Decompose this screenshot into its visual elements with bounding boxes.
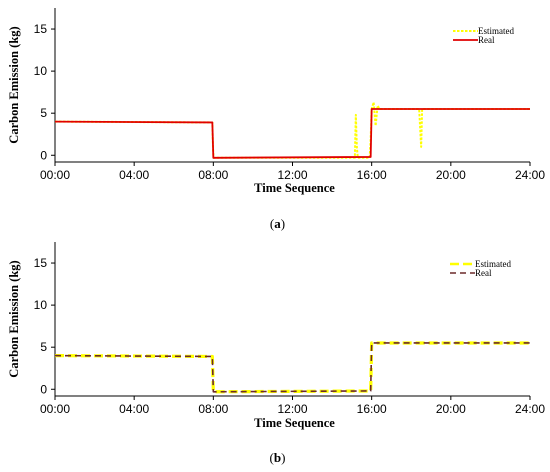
x-axis-title: Time Sequence (254, 416, 335, 430)
series-line-real (54, 342, 530, 393)
x-tick-label: 12:00 (277, 168, 307, 182)
legend-label-real: Real (478, 35, 495, 45)
y-tick-label: 5 (40, 340, 47, 354)
legend-label-estimated: Estimated (478, 26, 514, 36)
x-tick-label: 12:00 (277, 402, 307, 416)
x-tick-label: 24:00 (515, 402, 545, 416)
y-axis-title: Carbon Emission (kg) (7, 26, 21, 143)
x-tick-label: 04:00 (119, 168, 149, 182)
y-axis-title: Carbon Emission (kg) (7, 260, 21, 377)
x-tick-label: 16:00 (357, 168, 387, 182)
chart-panel-a: 00:00 04:00 08:00 12:00 16:00 20:00 24:00 0 5 10 1… (7, 8, 545, 231)
chart-panel-b: 00:00 04:00 08:00 12:00 16:00 20:00 24:00 0 5 10 1… (7, 242, 545, 465)
y-tick-label: 0 (40, 382, 47, 396)
series-line-estimated (54, 101, 530, 159)
y-tick-label: 15 (34, 256, 48, 270)
x-tick-label: 20:00 (436, 402, 466, 416)
x-tick-label: 20:00 (436, 168, 466, 182)
series-line-estimated (54, 341, 530, 394)
x-tick-label: 24:00 (515, 168, 545, 182)
panel-caption: (a) (270, 216, 285, 231)
panel-caption: (b) (270, 450, 286, 465)
y-tick-label: 15 (34, 22, 48, 36)
legend-label-real: Real (475, 268, 492, 278)
x-tick-label: 16:00 (357, 402, 387, 416)
x-tick-label: 00:00 (40, 402, 70, 416)
series-line-real (54, 108, 530, 159)
x-tick-label: 00:00 (40, 168, 70, 182)
y-tick-label: 5 (40, 106, 47, 120)
x-axis-title: Time Sequence (254, 181, 335, 195)
x-tick-label: 04:00 (119, 402, 149, 416)
x-tick-label: 08:00 (198, 168, 228, 182)
x-tick-label: 08:00 (198, 402, 228, 416)
legend-label-estimated: Estimated (475, 259, 511, 269)
y-tick-label: 0 (40, 148, 47, 162)
y-tick-label: 10 (34, 64, 48, 78)
y-tick-label: 10 (34, 298, 48, 312)
